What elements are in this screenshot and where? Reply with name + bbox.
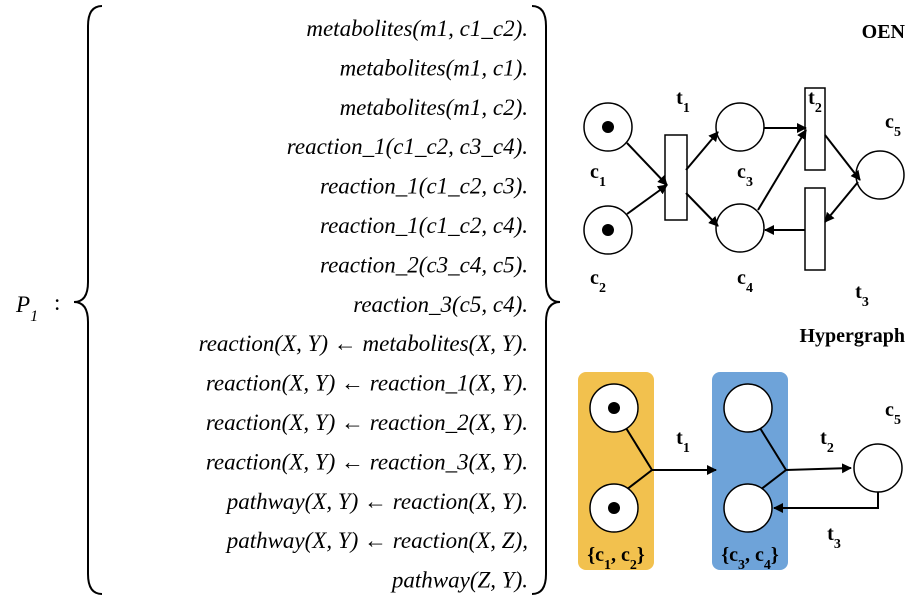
hyperedge bbox=[773, 492, 879, 513]
subscript: 3 bbox=[834, 537, 841, 552]
token bbox=[608, 402, 620, 414]
label: c5 bbox=[885, 399, 901, 428]
text: c bbox=[590, 267, 599, 289]
token bbox=[602, 224, 614, 236]
text: t bbox=[676, 427, 683, 449]
subscript: 5 bbox=[894, 413, 901, 428]
program-line: reaction_3(c5, c4). bbox=[353, 292, 528, 317]
label: t1 bbox=[676, 87, 690, 116]
subscript: 2 bbox=[815, 101, 822, 116]
program-line: reaction(X, Y) ← metabolites(X, Y). bbox=[199, 331, 528, 356]
label: {c3, c4} bbox=[721, 544, 779, 573]
place bbox=[855, 150, 905, 200]
text: t bbox=[855, 281, 862, 303]
text: t bbox=[827, 523, 834, 545]
label: t2 bbox=[820, 427, 834, 456]
text: {c bbox=[721, 544, 738, 566]
program-line: reaction_1(c1_c2, c4). bbox=[320, 213, 528, 238]
arc bbox=[626, 142, 668, 186]
subscript: 1 bbox=[599, 175, 606, 190]
text: t bbox=[676, 87, 683, 109]
subscript: 2 bbox=[827, 441, 834, 456]
label: c1 bbox=[590, 161, 606, 190]
subscript: 1 bbox=[683, 101, 690, 116]
label: c5 bbox=[885, 111, 901, 140]
program-line: pathway(Z, Y). bbox=[390, 568, 528, 593]
program-line: metabolites(m1, c1). bbox=[340, 55, 528, 80]
place bbox=[723, 383, 773, 433]
arc bbox=[626, 184, 668, 215]
program-line: pathway(X, Y) ← reaction(X, Z), bbox=[225, 528, 528, 553]
hypergraph-diagram bbox=[578, 372, 903, 570]
subscript: 1 bbox=[604, 558, 611, 573]
place bbox=[853, 443, 903, 493]
right-brace bbox=[531, 5, 561, 595]
program-line: reaction(X, Y) ← reaction_3(X, Y). bbox=[206, 449, 528, 474]
label: c3 bbox=[737, 161, 753, 190]
label: t3 bbox=[855, 281, 869, 310]
transition bbox=[664, 134, 688, 221]
program-line: reaction(X, Y) ← reaction_2(X, Y). bbox=[206, 410, 528, 435]
label: P1 bbox=[15, 292, 38, 325]
oen-diagram bbox=[583, 87, 905, 271]
arc bbox=[757, 129, 807, 211]
text: t bbox=[808, 87, 815, 109]
subscript: 1 bbox=[683, 441, 690, 456]
text: c bbox=[737, 267, 746, 289]
token bbox=[608, 502, 620, 514]
subscript: 3 bbox=[738, 558, 745, 573]
label: {c1, c2} bbox=[587, 544, 645, 573]
arc bbox=[685, 131, 719, 171]
subscript: 3 bbox=[862, 295, 869, 310]
program-line: pathway(X, Y) ← reaction(X, Y). bbox=[225, 489, 528, 514]
text: P bbox=[15, 292, 30, 317]
diagram-title: Hypergraph bbox=[799, 325, 905, 347]
left-brace bbox=[73, 5, 103, 595]
text: c bbox=[885, 399, 894, 421]
label: c4 bbox=[737, 267, 753, 296]
subscript: 4 bbox=[746, 281, 753, 296]
subscript: 2 bbox=[599, 281, 606, 296]
program-line: reaction_1(c1_c2, c3). bbox=[320, 174, 528, 199]
text: c bbox=[885, 111, 894, 133]
subscript: 1 bbox=[30, 308, 38, 325]
text: } bbox=[771, 544, 779, 566]
hyperedge bbox=[785, 463, 852, 474]
subscript: 5 bbox=[894, 125, 901, 140]
text: t bbox=[820, 427, 827, 449]
text: , c bbox=[611, 544, 630, 566]
program-line: metabolites(m1, c2). bbox=[340, 95, 528, 120]
arc bbox=[824, 181, 859, 223]
program-line: metabolites(m1, c1_c2). bbox=[306, 16, 528, 41]
program-line: reaction_2(c3_c4, c5). bbox=[320, 252, 528, 277]
label: t3 bbox=[827, 523, 841, 552]
subscript: 3 bbox=[746, 175, 753, 190]
arc bbox=[685, 192, 719, 227]
program-line: reaction(X, Y) ← reaction_1(X, Y). bbox=[206, 371, 528, 396]
separator: : bbox=[54, 290, 60, 315]
text: {c bbox=[587, 544, 604, 566]
text: , c bbox=[745, 544, 764, 566]
label: t2 bbox=[808, 87, 822, 116]
place bbox=[715, 203, 765, 253]
token bbox=[602, 121, 614, 133]
label: t1 bbox=[676, 427, 690, 456]
transition bbox=[804, 187, 826, 271]
text: c bbox=[590, 161, 599, 183]
text: } bbox=[637, 544, 645, 566]
label: c2 bbox=[590, 267, 606, 296]
text: c bbox=[737, 161, 746, 183]
subscript: 2 bbox=[630, 558, 637, 573]
subscript: 4 bbox=[764, 558, 771, 573]
program-line: reaction_1(c1_c2, c3_c4). bbox=[287, 134, 528, 159]
diagram-title: OEN bbox=[862, 21, 906, 43]
place bbox=[723, 483, 773, 533]
place bbox=[715, 102, 765, 152]
arc bbox=[824, 134, 861, 181]
